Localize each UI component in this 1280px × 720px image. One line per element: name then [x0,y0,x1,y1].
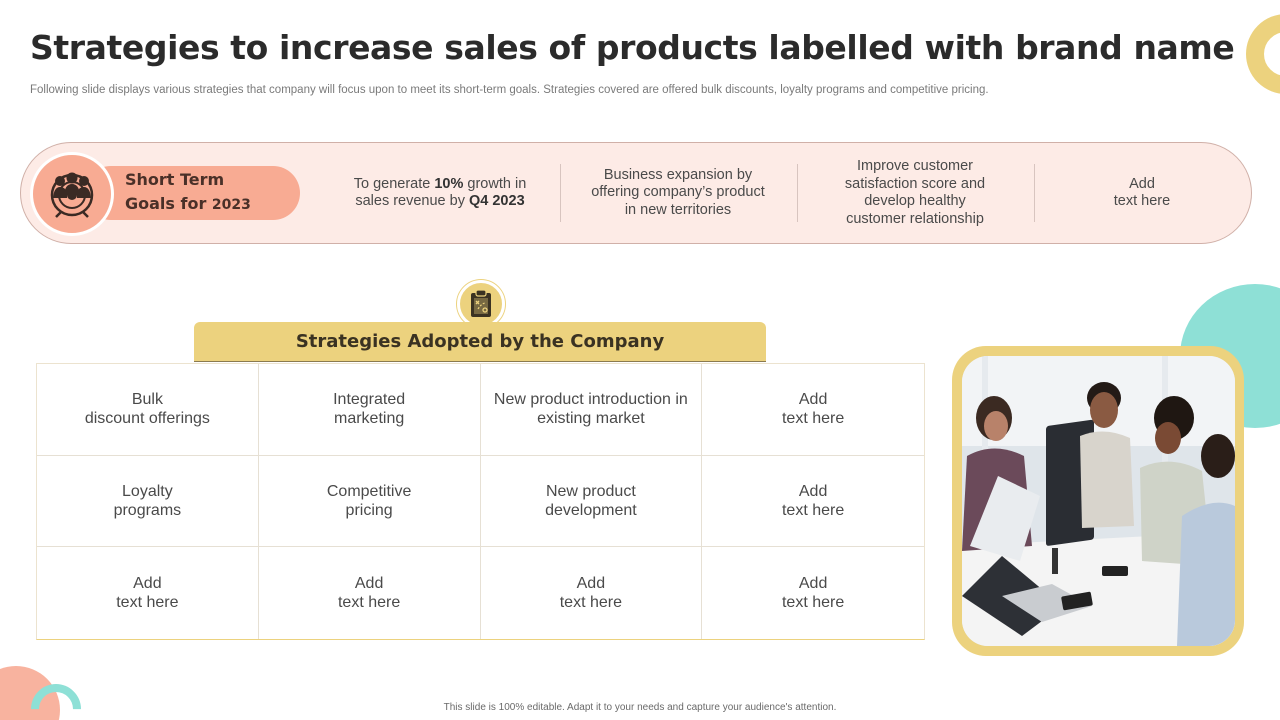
goal-text-bold: 10% [434,175,464,192]
strategy-cell: Add text here [702,364,924,456]
strategy-cell: Competitive pricing [258,455,481,548]
goals-label-line1: Short Term [125,170,225,189]
goals-label-line2-wrap: Goals for 2023 [125,192,295,217]
goal-item-add-text: Add text here [1113,175,1171,210]
team-icon [30,152,114,236]
goal-item-revenue: To generate 10% growth in sales revenue … [340,150,540,236]
strategy-cell: Add text here [781,575,845,612]
strategy-cell: Bulk discount offerings [37,364,259,456]
page-title: Strategies to increase sales of products… [30,28,1235,67]
goal-item-expansion-text: Business expansion by offering company’s… [591,166,765,218]
goals-label-year: 2023 [211,197,251,213]
goal-text-mid: growth in sales revenue by [355,175,527,210]
clipboard-strategy-icon [457,280,505,328]
goals-label: Short Term Goals for 2023 [125,168,295,217]
goals-label-line2: Goals for [125,194,207,213]
strategies-grid: Bulk discount offerings Integrated marke… [36,363,925,640]
goal-item-satisfaction-text: Improve customer satisfaction score and … [844,158,986,227]
goal-item-expansion: Business expansion by offering company’s… [578,150,778,236]
strategy-cell: Loyalty programs [37,455,259,548]
goal-text-bold2: Q4 2023 [469,193,525,209]
goal-item-satisfaction: Improve customer satisfaction score and … [815,150,1015,236]
goal-item-add: Add text here [1042,150,1242,236]
goals-label-pill [84,166,300,220]
strategy-cell: Add text here [481,547,703,639]
goal-divider [1034,164,1035,222]
strategies-banner: Strategies Adopted by the Company [194,322,766,362]
goal-divider [797,164,798,222]
footer-note: This slide is 100% editable. Adapt it to… [443,702,837,713]
strategy-cell: Add text here [37,547,259,639]
goal-item-revenue-text: To generate 10% growth in sales revenue … [345,176,535,211]
strategy-cell: New product introduction in existing mar… [480,364,703,456]
team-meeting-photo [962,356,1235,646]
strategy-cell: Add text here [702,456,924,548]
strategies-title: Strategies Adopted by the Company [295,331,665,352]
strategy-cell: Add text here [259,547,481,639]
strategy-cell: New product development [480,455,703,548]
goal-text-pre: To generate [353,175,435,192]
page-subtitle: Following slide displays various strateg… [30,84,989,96]
decorative-ring [1246,14,1280,94]
goal-divider [560,164,561,222]
strategy-cell: Integrated marketing [258,364,481,456]
